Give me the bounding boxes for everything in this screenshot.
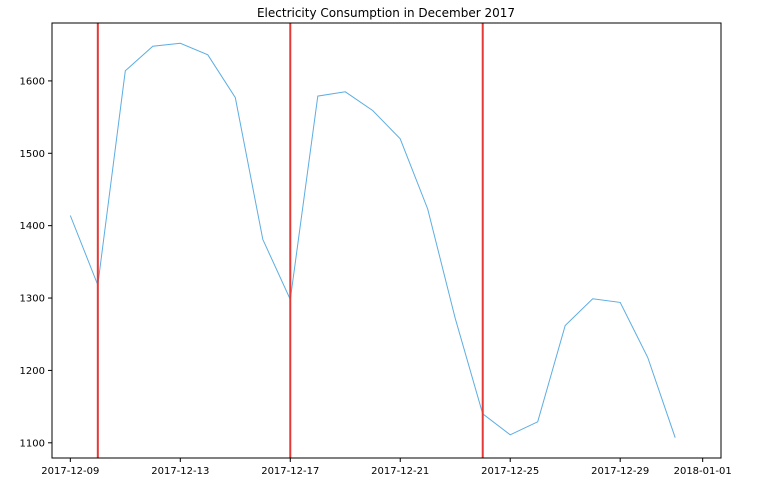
y-tick-label: 1600 bbox=[20, 76, 45, 87]
x-tick-label: 2017-12-09 bbox=[41, 466, 99, 477]
data-point bbox=[316, 95, 319, 98]
plot-frame bbox=[51, 22, 722, 459]
x-tick-label: 2017-12-13 bbox=[151, 466, 209, 477]
y-tick-label: 1100 bbox=[20, 438, 45, 449]
series-layer bbox=[69, 42, 677, 439]
data-point bbox=[426, 208, 429, 211]
series-line bbox=[69, 42, 676, 438]
data-point bbox=[454, 317, 457, 320]
y-tick-label: 1400 bbox=[20, 221, 45, 232]
x-tick-label: 2018-01-01 bbox=[674, 466, 732, 477]
data-point bbox=[509, 433, 512, 436]
x-axis-ticks: 2017-12-09 2017-12-13 2017-12-17 2017-12-21… bbox=[41, 458, 732, 477]
data-point bbox=[674, 436, 677, 439]
data-point bbox=[536, 420, 539, 423]
data-point bbox=[399, 137, 402, 140]
data-point bbox=[619, 301, 622, 304]
data-point bbox=[646, 356, 649, 359]
data-point bbox=[234, 96, 237, 99]
y-tick-label: 1200 bbox=[20, 366, 45, 377]
marker-lines bbox=[96, 23, 484, 458]
data-point bbox=[69, 214, 72, 217]
data-point bbox=[261, 238, 264, 241]
data-point bbox=[591, 297, 594, 300]
x-tick-label: 2017-12-29 bbox=[591, 466, 649, 477]
data-point bbox=[151, 45, 154, 48]
x-tick-label: 2017-12-17 bbox=[261, 466, 319, 477]
data-point bbox=[124, 69, 127, 72]
data-point bbox=[371, 109, 374, 112]
y-axis-ticks: 1100 1200 1300 1400 1500 1600 bbox=[20, 76, 52, 449]
data-point bbox=[564, 324, 567, 327]
y-tick-label: 1500 bbox=[20, 149, 45, 160]
chart-title: Electricity Consumption in December 2017 bbox=[257, 6, 515, 20]
data-point bbox=[206, 53, 209, 56]
y-tick-label: 1300 bbox=[20, 294, 45, 305]
x-tick-label: 2017-12-21 bbox=[371, 466, 429, 477]
x-tick-label: 2017-12-25 bbox=[481, 466, 539, 477]
data-point bbox=[344, 90, 347, 93]
data-point bbox=[179, 42, 182, 45]
